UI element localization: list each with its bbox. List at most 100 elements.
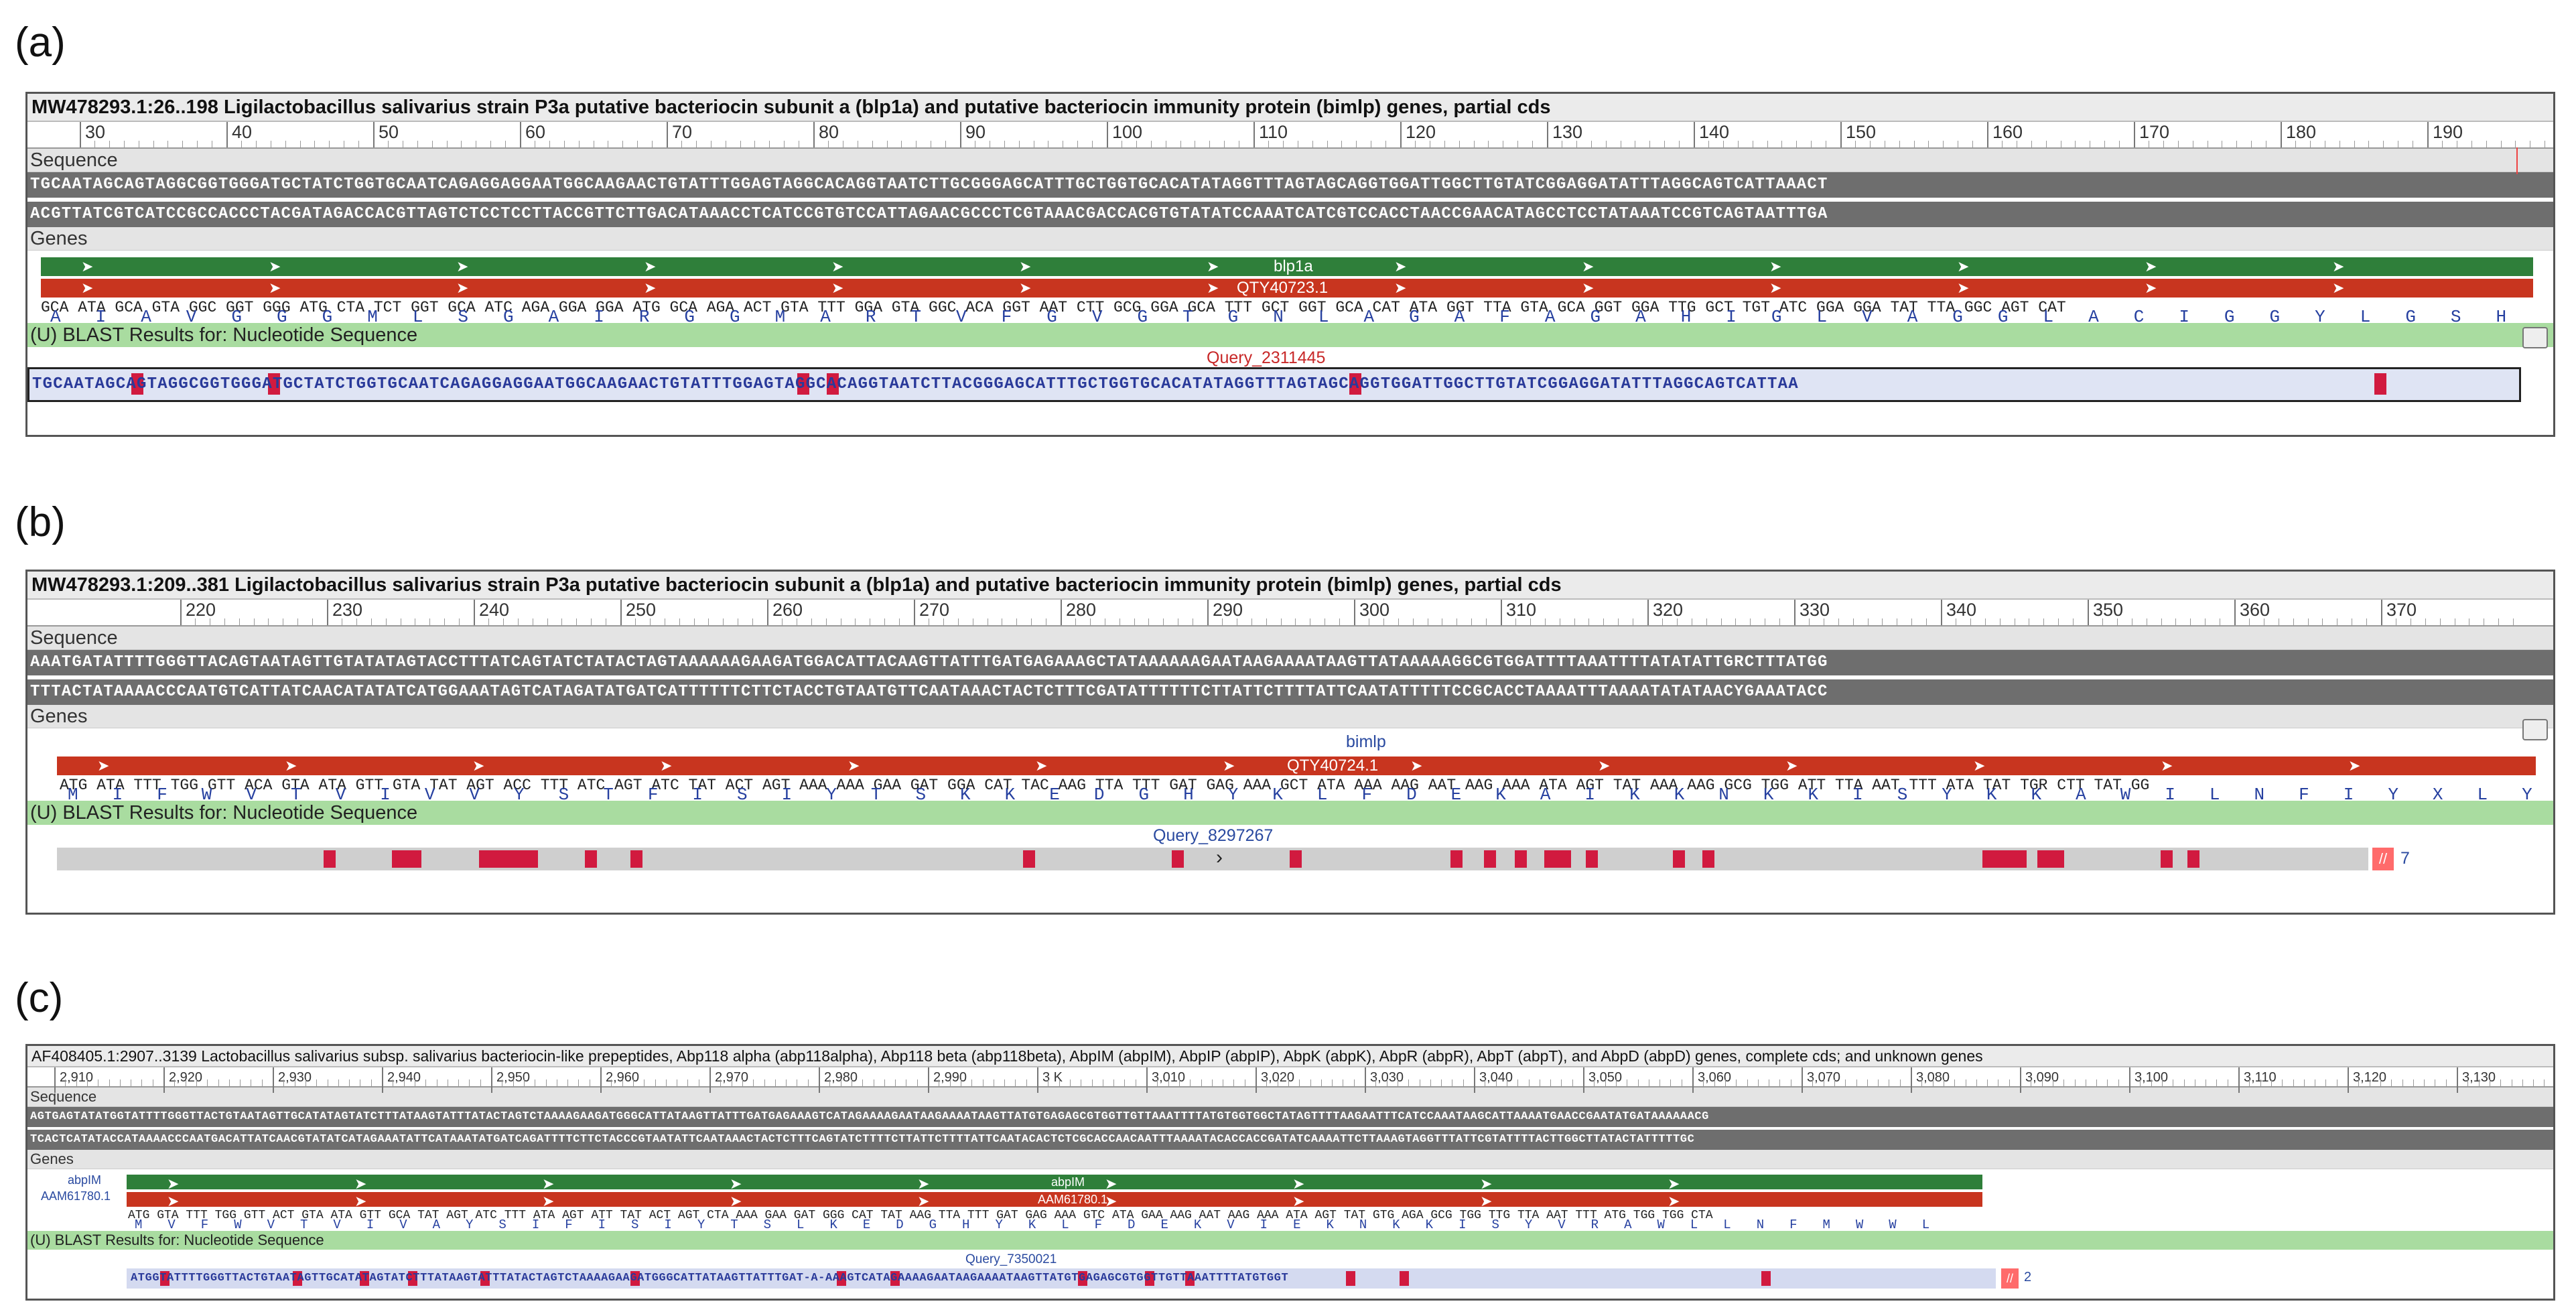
mismatch-marker — [480, 1271, 490, 1286]
direction-arrow-icon: ➤ — [542, 1175, 555, 1192]
ruler-tick: 2,950 — [491, 1067, 530, 1093]
panel-c-blast-header[interactable]: (U) BLAST Results for: Nucleotide Sequen… — [27, 1231, 2553, 1250]
panel-a-collapse-handle[interactable] — [2522, 327, 2548, 348]
ruler-minor-tick — [1517, 1079, 1519, 1086]
panel-c-sequence-header[interactable]: Sequence — [27, 1088, 2553, 1107]
ruler-tick: 3,070 — [1802, 1067, 1840, 1093]
ruler-minor-tick — [1561, 1079, 1562, 1086]
ruler-minor-tick — [1385, 141, 1387, 147]
ruler-minor-tick — [1528, 1079, 1530, 1086]
panel-b-ruler[interactable]: 220 230 240 250 260 270 280 290 300 310 320 330 340 3… — [27, 600, 2553, 627]
panel-b-collapse-handle[interactable] — [2522, 719, 2548, 740]
direction-arrow-icon: ➤ — [285, 757, 297, 774]
chevron-right-icon: › — [1216, 846, 1223, 868]
ruler-minor-tick — [1856, 1079, 1857, 1086]
ruler-minor-tick — [1735, 618, 1737, 625]
ruler-minor-tick — [1312, 141, 1313, 147]
ruler-minor-tick — [720, 1079, 722, 1086]
ruler-minor-tick — [1221, 618, 1223, 625]
panel-b-sequence-header[interactable]: Sequence — [27, 627, 2553, 650]
panel-a-gene-track[interactable]: blp1a ➤ ➤ ➤ ➤ ➤ ➤ ➤ ➤ ➤ ➤ ➤ ➤ ➤ — [41, 257, 2533, 276]
panel-a-ruler[interactable]: 30 40 50 60 70 80 90 100 110 120 130 140 150 160 170 18… — [27, 122, 2553, 149]
panel-b-label: (b) — [15, 499, 66, 545]
ruler-minor-tick — [764, 1079, 765, 1086]
ruler-minor-tick — [1517, 141, 1519, 147]
ruler-minor-tick — [1987, 1079, 1988, 1086]
ruler-minor-tick — [754, 141, 756, 147]
panel-a-genes-header[interactable]: Genes — [27, 227, 2553, 251]
panel-b-blast-header[interactable]: (U) BLAST Results for: Nucleotide Sequen… — [27, 801, 2553, 825]
panel-c-protein-track[interactable]: AAM61780.1 ➤ ➤ ➤ ➤ ➤ ➤ ➤ ➤ ➤ — [127, 1192, 1982, 1209]
panel-a-query-label[interactable]: Query_2311445 — [1207, 348, 1326, 367]
ruler-tick: 3,040 — [1474, 1067, 1513, 1093]
panel-c-query-alignment[interactable]: ATGGTATTTTGGGTTACTGTAATAGTTGCATATAGTATCT… — [127, 1268, 1996, 1289]
ruler-minor-tick — [2107, 1079, 2108, 1086]
ruler-minor-tick — [2045, 141, 2047, 147]
ruler-minor-tick — [2441, 141, 2443, 147]
ruler-minor-tick — [1412, 618, 1414, 625]
mismatch-marker — [1544, 850, 1571, 868]
ruler-minor-tick — [1921, 1079, 1923, 1086]
panel-c-gene-label: abpIM — [1051, 1175, 1085, 1189]
panel-a-blast-header[interactable]: (U) BLAST Results for: Nucleotide Sequen… — [27, 323, 2553, 347]
panel-c: AF408405.1:2907..3139 Lactobacillus sali… — [25, 1044, 2555, 1301]
panel-b-query-label[interactable]: Query_8297267 — [1153, 826, 1274, 845]
ruler-tick: 370 — [2381, 600, 2417, 625]
ruler-minor-tick — [2236, 141, 2238, 147]
direction-arrow-icon: ➤ — [730, 1175, 742, 1192]
ruler-minor-tick — [687, 1079, 689, 1086]
ruler-minor-tick — [1089, 618, 1091, 625]
direction-arrow-icon: ➤ — [97, 757, 110, 774]
mismatch-marker — [293, 1271, 302, 1286]
panel-c-query-label[interactable]: Query_7350021 — [965, 1252, 1057, 1266]
ruler-minor-tick — [2425, 618, 2426, 625]
ruler-minor-tick — [1495, 1079, 1497, 1086]
ruler-minor-tick — [884, 618, 886, 625]
ruler-minor-tick — [1209, 141, 1211, 147]
panel-c-genes-area: abpIM AAM61780.1 abpIM ➤ ➤ ➤ ➤ ➤ ➤ ➤ ➤ ➤ AAM6178… — [27, 1169, 2553, 1232]
direction-arrow-icon: ➤ — [1035, 757, 1048, 774]
panel-a-amino-acids: AIAVGGGMLSGAIRGGMARTVFGVGTGNLAGAFAGAHIGL… — [50, 307, 2542, 327]
ruler-minor-tick — [943, 618, 944, 625]
mismatch-marker — [1450, 850, 1463, 868]
ruler-minor-tick — [513, 1079, 514, 1086]
ruler-minor-tick — [2380, 1079, 2381, 1086]
ruler-minor-tick — [1747, 1079, 1748, 1086]
direction-arrow-icon: ➤ — [1394, 279, 1407, 296]
ruler-minor-tick — [1618, 618, 1619, 625]
ruler-minor-tick — [1077, 141, 1079, 147]
ruler-minor-tick — [1867, 618, 1869, 625]
direction-arrow-icon: ➤ — [917, 1175, 930, 1192]
panel-c-genes-header[interactable]: Genes — [27, 1150, 2553, 1169]
ruler-tick: 3,080 — [1911, 1067, 1950, 1093]
ruler-minor-tick — [119, 1079, 121, 1086]
ruler-minor-tick — [1781, 141, 1783, 147]
ruler-minor-tick — [2307, 618, 2309, 625]
ruler-tick: 190 — [2427, 122, 2463, 147]
mismatch-marker — [890, 1271, 900, 1286]
ruler-minor-tick — [461, 141, 462, 147]
ruler-minor-tick — [239, 618, 240, 625]
ruler-tick: 350 — [2088, 600, 2123, 625]
panel-b-query-alignment[interactable]: › — [57, 846, 2368, 870]
panel-c-gene-track[interactable]: abpIM ➤ ➤ ➤ ➤ ➤ ➤ ➤ ➤ ➤ — [127, 1175, 1982, 1192]
panel-b-genes-header[interactable]: Genes — [27, 705, 2553, 728]
ruler-minor-tick — [753, 1079, 754, 1086]
ruler-minor-tick — [1113, 1079, 1115, 1086]
ruler-minor-tick — [862, 1079, 864, 1086]
ruler-minor-tick — [1004, 1079, 1006, 1086]
panel-c-protein-side-label: AAM61780.1 — [41, 1189, 111, 1203]
ruler-tick: 40 — [226, 122, 252, 147]
ruler-tick: 130 — [1547, 122, 1582, 147]
ruler-tick: 330 — [1794, 600, 1830, 625]
direction-arrow-icon: ➤ — [1957, 279, 1970, 296]
direction-arrow-icon: ➤ — [456, 258, 469, 275]
panel-a-sequence-header[interactable]: Sequence — [27, 149, 2553, 172]
panel-b-blast-area: Query_8297267 › // 7 — [27, 825, 2553, 878]
panel-a-protein-track[interactable]: QTY40723.1 ➤ ➤ ➤ ➤ ➤ ➤ ➤ ➤ ➤ ➤ ➤ ➤ ➤ — [41, 279, 2533, 298]
ruler-minor-tick — [1288, 1079, 1289, 1086]
ruler-minor-tick — [567, 1079, 569, 1086]
panel-b-protein-track[interactable]: QTY40724.1 ➤ ➤ ➤ ➤ ➤ ➤ ➤ ➤ ➤ ➤ ➤ ➤ ➤ — [57, 756, 2536, 775]
panel-a-query-alignment[interactable]: TGCAATAGCAGTAGGCGGTGGGATGCTATCTGGTGCAATC… — [27, 367, 2521, 402]
panel-c-ruler[interactable]: 2,910 2,920 2,930 2,940 2,950 2,960 2,970 2,980… — [27, 1067, 2553, 1093]
